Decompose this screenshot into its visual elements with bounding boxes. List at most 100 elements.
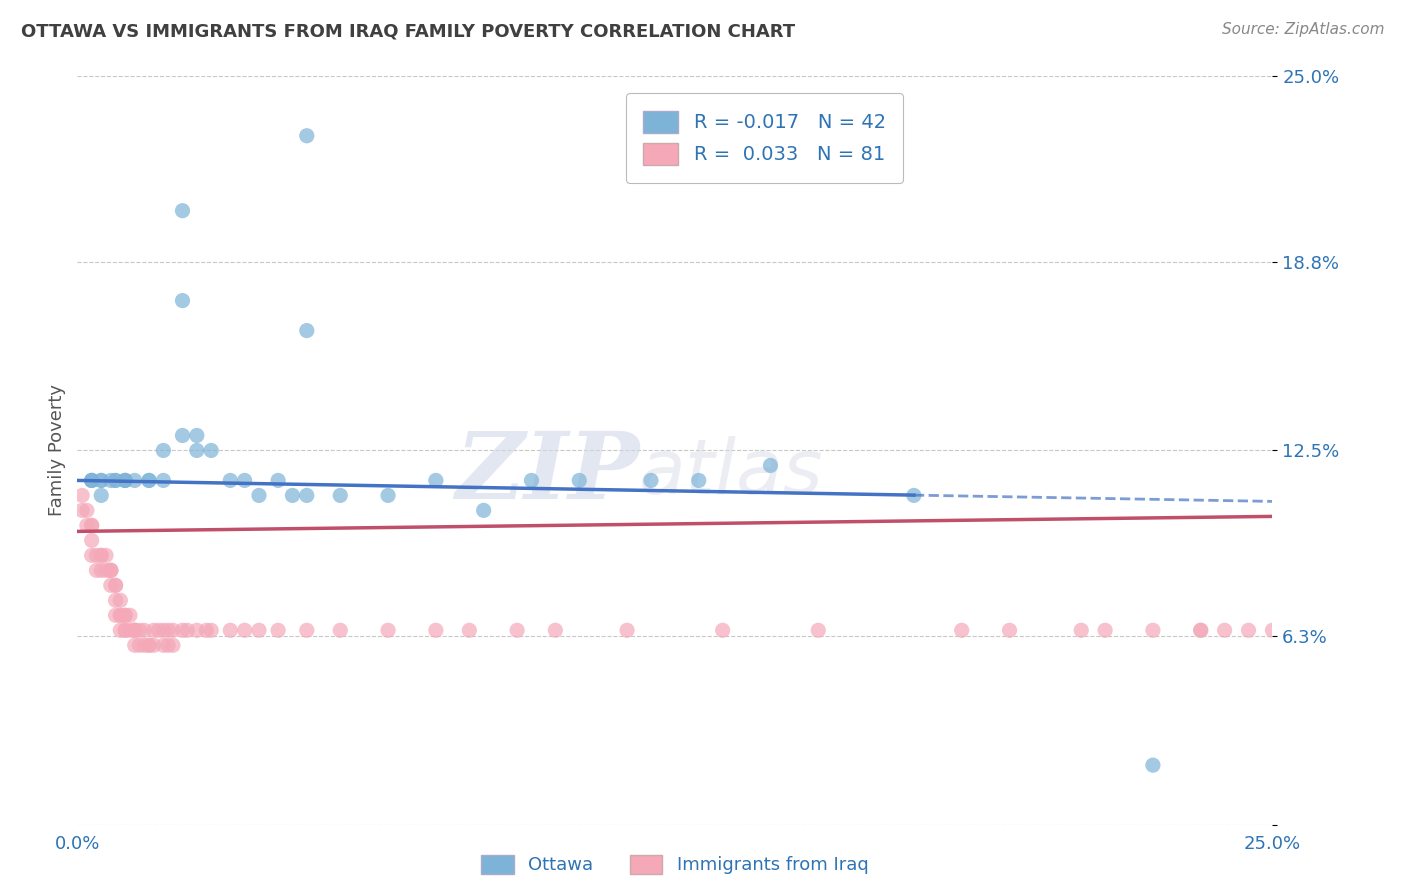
Point bbox=[759, 458, 782, 473]
Point bbox=[134, 638, 156, 652]
Point bbox=[90, 474, 112, 488]
Point bbox=[80, 518, 103, 533]
Point bbox=[110, 624, 132, 638]
Point bbox=[80, 518, 103, 533]
Point bbox=[110, 593, 132, 607]
Point bbox=[86, 549, 108, 563]
Point bbox=[425, 474, 447, 488]
Point bbox=[1189, 624, 1212, 638]
Point bbox=[80, 474, 103, 488]
Point bbox=[157, 638, 180, 652]
Point bbox=[295, 324, 318, 338]
Point bbox=[110, 608, 132, 623]
Point bbox=[90, 474, 112, 488]
Point bbox=[80, 474, 103, 488]
Point bbox=[104, 474, 127, 488]
Point bbox=[138, 638, 160, 652]
Point bbox=[142, 638, 165, 652]
Point bbox=[295, 488, 318, 502]
Point bbox=[100, 578, 122, 592]
Point bbox=[138, 638, 160, 652]
Point bbox=[247, 624, 270, 638]
Point bbox=[172, 293, 194, 308]
Point bbox=[329, 488, 352, 502]
Point bbox=[1070, 624, 1092, 638]
Point bbox=[100, 563, 122, 577]
Point bbox=[688, 474, 710, 488]
Point bbox=[100, 563, 122, 577]
Point bbox=[568, 474, 591, 488]
Point bbox=[124, 624, 146, 638]
Point bbox=[807, 624, 830, 638]
Point bbox=[162, 624, 184, 638]
Point bbox=[186, 443, 208, 458]
Point bbox=[1094, 624, 1116, 638]
Point bbox=[114, 474, 136, 488]
Point bbox=[200, 624, 222, 638]
Point bbox=[76, 518, 98, 533]
Point bbox=[219, 474, 242, 488]
Point bbox=[1189, 624, 1212, 638]
Point bbox=[104, 593, 127, 607]
Point bbox=[76, 503, 98, 517]
Point bbox=[90, 563, 112, 577]
Legend: Ottawa, Immigrants from Iraq: Ottawa, Immigrants from Iraq bbox=[472, 847, 877, 883]
Point bbox=[110, 608, 132, 623]
Point bbox=[998, 624, 1021, 638]
Text: atlas: atlas bbox=[640, 436, 824, 510]
Point bbox=[124, 638, 146, 652]
Point bbox=[377, 624, 399, 638]
Point bbox=[903, 488, 925, 502]
Point bbox=[70, 488, 93, 502]
Point bbox=[267, 624, 290, 638]
Point bbox=[1261, 624, 1284, 638]
Point bbox=[247, 488, 270, 502]
Point bbox=[377, 488, 399, 502]
Point bbox=[152, 638, 174, 652]
Point bbox=[176, 624, 198, 638]
Point bbox=[118, 624, 141, 638]
Point bbox=[233, 624, 256, 638]
Point bbox=[134, 624, 156, 638]
Point bbox=[281, 488, 304, 502]
Point bbox=[295, 624, 318, 638]
Point bbox=[640, 474, 662, 488]
Point bbox=[506, 624, 529, 638]
Point bbox=[233, 474, 256, 488]
Point bbox=[544, 624, 567, 638]
Point bbox=[104, 578, 127, 592]
Point bbox=[1142, 758, 1164, 772]
Point bbox=[329, 624, 352, 638]
Point bbox=[950, 624, 973, 638]
Point bbox=[458, 624, 481, 638]
Point bbox=[148, 624, 170, 638]
Point bbox=[100, 474, 122, 488]
Point bbox=[124, 624, 146, 638]
Point bbox=[172, 428, 194, 442]
Point bbox=[114, 474, 136, 488]
Point bbox=[128, 624, 150, 638]
Point bbox=[114, 608, 136, 623]
Point bbox=[80, 533, 103, 548]
Point bbox=[138, 474, 160, 488]
Point bbox=[425, 624, 447, 638]
Point bbox=[186, 428, 208, 442]
Text: Source: ZipAtlas.com: Source: ZipAtlas.com bbox=[1222, 22, 1385, 37]
Point bbox=[90, 549, 112, 563]
Point bbox=[90, 549, 112, 563]
Point bbox=[1237, 624, 1260, 638]
Point bbox=[86, 563, 108, 577]
Point bbox=[152, 443, 174, 458]
Point bbox=[94, 563, 117, 577]
Point bbox=[162, 638, 184, 652]
Point bbox=[200, 443, 222, 458]
Point bbox=[1213, 624, 1236, 638]
Point bbox=[124, 624, 146, 638]
Point bbox=[520, 474, 543, 488]
Point bbox=[157, 624, 180, 638]
Point bbox=[172, 624, 194, 638]
Point bbox=[295, 128, 318, 143]
Point bbox=[1142, 624, 1164, 638]
Text: OTTAWA VS IMMIGRANTS FROM IRAQ FAMILY POVERTY CORRELATION CHART: OTTAWA VS IMMIGRANTS FROM IRAQ FAMILY PO… bbox=[21, 22, 796, 40]
Point bbox=[616, 624, 638, 638]
